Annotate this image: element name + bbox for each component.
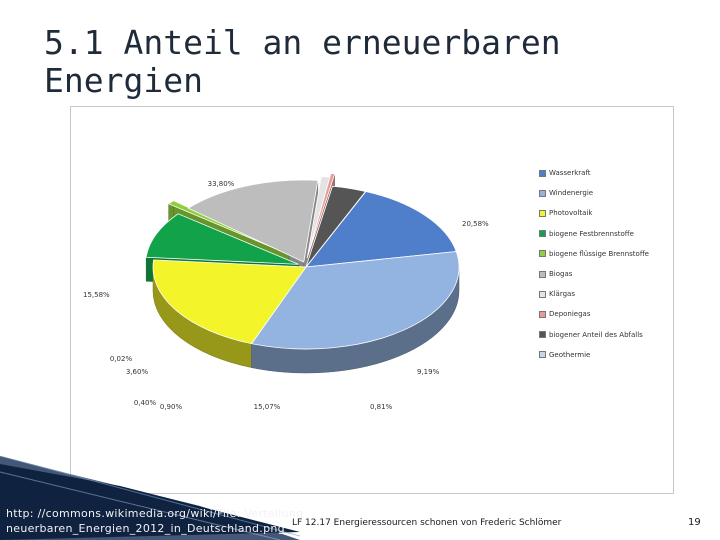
legend-swatch: [539, 169, 546, 177]
legend-swatch: [539, 310, 546, 318]
legend-item: Wasserkraft: [539, 163, 671, 183]
legend-swatch: [539, 331, 546, 339]
page-number: 19: [688, 517, 701, 528]
pie-chart-figure: 15,58% 33,80% 20,58% 9,19% 0,81% 15,07% 0,90% 0…: [70, 106, 674, 494]
data-label-6: 0,90%: [160, 403, 183, 411]
pie-slice-5: [187, 179, 319, 263]
legend-label: Photovoltaik: [549, 209, 593, 218]
data-label-4: 0,81%: [370, 403, 393, 411]
source-link[interactable]: http: //commons.wikimedia.org/wiki/File:…: [6, 506, 306, 536]
legend-item: Windenergie: [539, 183, 671, 203]
data-label-1: 33,80%: [208, 180, 235, 188]
legend-item: Geothermie: [539, 345, 671, 365]
legend-item: Photovoltaik: [539, 203, 671, 223]
legend-item: Biogas: [539, 264, 671, 284]
legend-label: Klärgas: [549, 290, 575, 299]
course-info: LF 12.17 Energieressourcen schonen von F…: [292, 518, 562, 528]
legend-swatch: [539, 209, 546, 217]
pie-slice-2: [152, 259, 307, 345]
slide-title-line-1: 5.1 Anteil an erneuerbaren: [44, 23, 561, 62]
legend-item: biogene Festbrennstoffe: [539, 224, 671, 244]
data-label-8: 3,60%: [126, 368, 149, 376]
data-label-0: 15,58%: [83, 291, 110, 299]
chart-legend: Wasserkraft Windenergie Photovoltaik biogen…: [539, 163, 671, 365]
legend-label: biogene Festbrennstoffe: [549, 229, 634, 238]
pie-slice-1: [250, 251, 460, 350]
legend-label: Biogas: [549, 270, 573, 279]
legend-swatch: [539, 250, 546, 258]
legend-label: Wasserkraft: [549, 169, 591, 178]
legend-label: Windenergie: [549, 189, 594, 198]
slide-title: 5.1 Anteil an erneuerbaren Energien: [44, 24, 644, 100]
legend-label: biogene flüssige Brennstoffe: [549, 249, 649, 258]
pie-slice-3: [145, 213, 299, 265]
legend-swatch: [539, 351, 546, 359]
legend-item: Deponiegas: [539, 304, 671, 324]
legend-label: Deponiegas: [549, 310, 591, 319]
slide-title-line-2: Energien: [44, 61, 203, 100]
legend-swatch: [539, 290, 546, 298]
slide-footer: http: //commons.wikimedia.org/wiki/File:…: [0, 456, 720, 540]
data-label-9: 0,02%: [110, 355, 133, 363]
pie-chart: 15,58%33,80%20,58%9,19%0,81%15,07%0,90%0…: [83, 173, 489, 411]
data-label-5: 15,07%: [254, 403, 281, 411]
data-label-7: 0,40%: [134, 399, 157, 407]
legend-item: biogene flüssige Brennstoffe: [539, 244, 671, 264]
legend-label: biogener Anteil des Abfalls: [549, 330, 643, 339]
pie-slice-7: [307, 173, 336, 255]
source-line-1[interactable]: http: //commons.wikimedia.org/wiki/File:…: [6, 507, 304, 520]
pie-slice-9: [305, 191, 367, 268]
legend-item: biogener Anteil des Abfalls: [539, 325, 671, 345]
pie-slice-0: [305, 191, 457, 268]
legend-item: Klärgas: [539, 284, 671, 304]
data-label-2: 20,58%: [462, 220, 489, 228]
legend-swatch: [539, 189, 546, 197]
footer-decoration: [0, 456, 301, 540]
legend-swatch: [539, 230, 546, 238]
legend-swatch: [539, 270, 546, 278]
data-label-3: 9,19%: [417, 368, 440, 376]
source-line-2[interactable]: neuerbaren_Energien_2012_in_Deutschland.…: [6, 522, 285, 535]
legend-label: Geothermie: [549, 350, 591, 359]
